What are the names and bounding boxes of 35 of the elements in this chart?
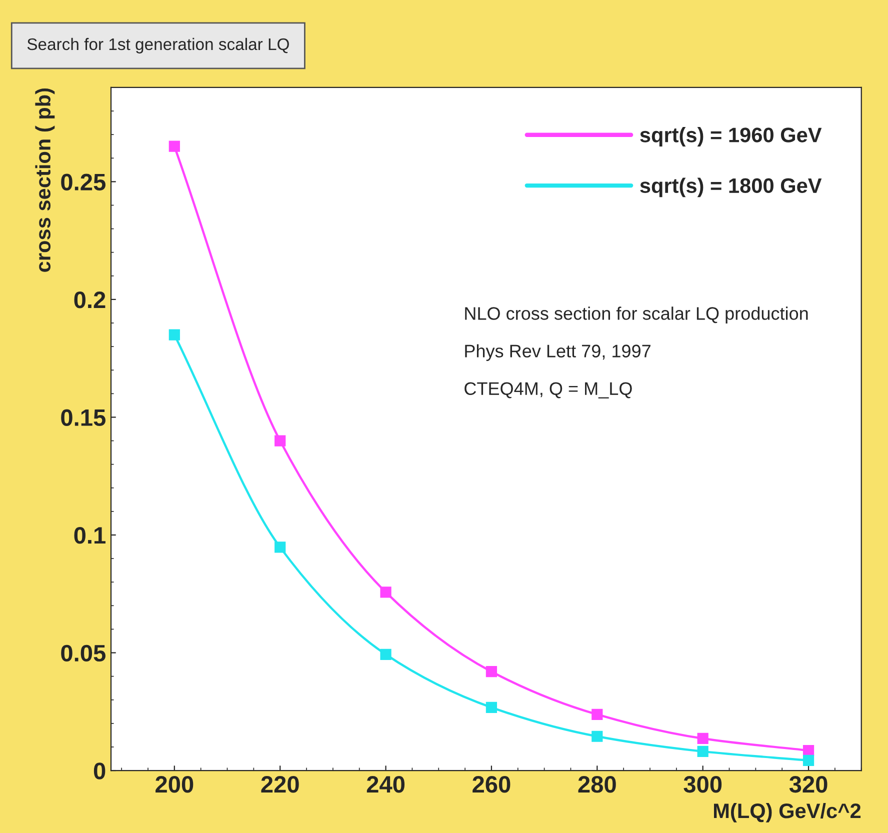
x-tick-label: 260 bbox=[472, 776, 510, 793]
y-tick-label: 0.05 bbox=[61, 644, 106, 662]
point bbox=[592, 730, 603, 742]
x-tick-label: 200 bbox=[156, 776, 194, 793]
point bbox=[802, 754, 814, 766]
x-tick-label: 220 bbox=[261, 776, 299, 793]
point bbox=[380, 586, 392, 598]
x-axis-title: M(LQ) GeV/c^2 bbox=[714, 802, 861, 822]
point bbox=[168, 140, 180, 152]
point bbox=[697, 732, 708, 744]
annotation: NLO cross section for scalar LQ production bbox=[465, 306, 808, 324]
x-tick-label: 300 bbox=[684, 776, 722, 793]
chart-title: Search for 1st generation scalar LQ bbox=[27, 38, 289, 54]
annotation: Phys Rev Lett 79, 1997 bbox=[465, 344, 650, 362]
x-tick-label: 280 bbox=[578, 776, 616, 793]
point bbox=[274, 435, 286, 446]
x-tick-label: 320 bbox=[789, 776, 828, 793]
point bbox=[168, 329, 180, 340]
point bbox=[274, 542, 286, 553]
point bbox=[697, 746, 708, 757]
point bbox=[486, 702, 498, 713]
y-tick-label: 0.1 bbox=[74, 527, 106, 544]
point bbox=[380, 648, 392, 660]
y-tick-label: 0 bbox=[94, 762, 106, 780]
x-tick-label: 240 bbox=[366, 776, 405, 793]
point bbox=[486, 666, 498, 678]
y-axis-title: cross section ( pb) bbox=[35, 88, 55, 272]
legend-label: sqrt(s) = 1800 GeV bbox=[640, 178, 822, 198]
point bbox=[802, 744, 814, 756]
annotation: CTEQ4M, Q = M_LQ bbox=[464, 382, 632, 398]
legend-label: sqrt(s) = 1960 GeV bbox=[640, 127, 822, 146]
point bbox=[592, 708, 603, 720]
y-tick-label: 0.25 bbox=[61, 174, 106, 190]
y-tick-label: 0.2 bbox=[74, 292, 106, 308]
y-tick-label: 0.15 bbox=[61, 409, 106, 426]
